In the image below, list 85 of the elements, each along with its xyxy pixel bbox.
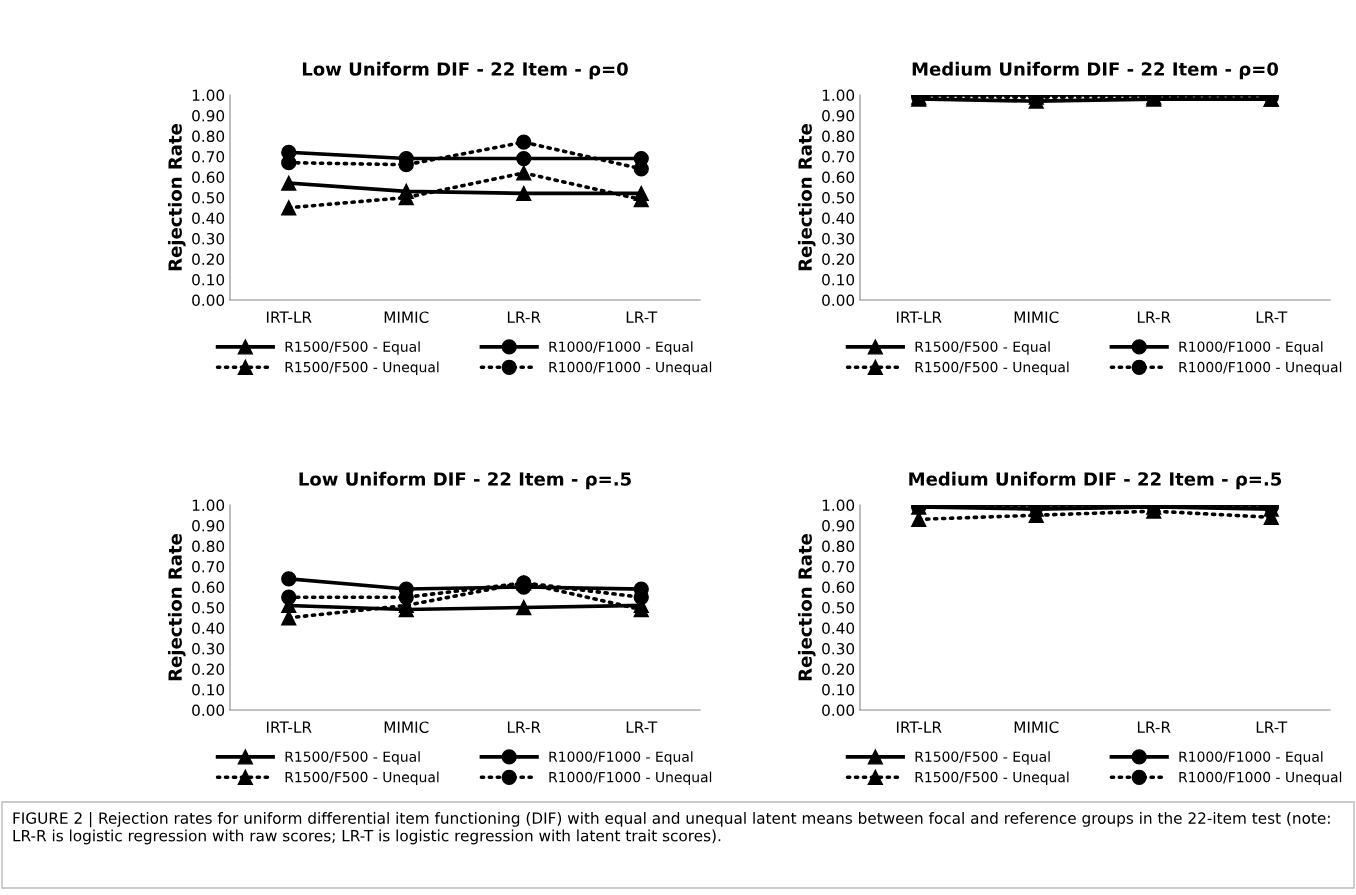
x-tick-label: LR-T <box>626 311 658 323</box>
y-axis-title: Rejection Rate <box>167 124 186 271</box>
y-tick-label: 0.60 <box>192 581 225 594</box>
legend-label: R1500/F500 - Equal <box>285 751 420 765</box>
y-tick-label: 0.10 <box>822 683 855 696</box>
y-tick-label: 1.00 <box>192 499 225 512</box>
y-tick-label: 0.80 <box>822 130 855 143</box>
y-tick-label: 0.30 <box>192 642 225 655</box>
y-tick-label: 1.00 <box>192 89 225 102</box>
y-tick-label: 0.70 <box>192 560 225 573</box>
y-tick-label: 0.20 <box>192 663 225 676</box>
y-tick-label: 0.30 <box>192 232 225 245</box>
y-tick-label: 0.70 <box>822 560 855 573</box>
legend-label: R1000/F1000 - Unequal <box>549 361 712 376</box>
x-tick-label: LR-T <box>1256 311 1288 323</box>
chart-title: Low Uniform DIF - 22 Item - ρ=.5 <box>299 471 631 490</box>
y-tick-label: 0.00 <box>822 704 855 717</box>
x-tick-label: LR-R <box>507 311 541 323</box>
y-tick-label: 0.00 <box>192 704 225 717</box>
y-tick-label: 0.30 <box>822 232 855 245</box>
y-tick-label: 0.70 <box>822 150 855 163</box>
chart-title: Medium Uniform DIF - 22 Item - ρ=.5 <box>909 471 1282 490</box>
legend-label: R1000/F1000 - Equal <box>549 341 693 355</box>
legend-label: R1500/F500 - Unequal <box>285 361 439 376</box>
x-tick-label: MIMIC <box>384 721 429 733</box>
x-tick-label: LR-T <box>1256 721 1288 733</box>
x-tick-label: MIMIC <box>1014 311 1059 323</box>
y-tick-label: 0.20 <box>192 253 225 266</box>
y-tick-label: 0.10 <box>822 273 855 286</box>
x-tick-label: LR-R <box>1137 721 1171 733</box>
y-tick-label: 0.00 <box>192 294 225 307</box>
y-tick-label: 0.40 <box>192 212 225 225</box>
y-tick-label: 0.50 <box>822 191 855 204</box>
y-tick-label: 0.40 <box>822 622 855 635</box>
y-tick-label: 0.80 <box>192 540 225 553</box>
y-tick-label: 0.20 <box>822 253 855 266</box>
y-tick-label: 0.90 <box>822 519 855 532</box>
legend-label: R1500/F500 - Equal <box>285 341 420 355</box>
y-tick-label: 0.90 <box>192 519 225 532</box>
y-tick-label: 0.40 <box>822 212 855 225</box>
caption: FIGURE 2 | Rejection rates for uniform differential item functioning (DIF) with equal and unequal latent means between focal and reference groups in the 22-item test (note: LR-R is logistic regression with raw scores; LR-T is logistic regression with latent trait scores). <box>13 812 1330 845</box>
y-tick-label: 0.70 <box>192 150 225 163</box>
y-tick-label: 0.10 <box>192 683 225 696</box>
y-tick-label: 0.30 <box>822 642 855 655</box>
x-tick-label: MIMIC <box>384 311 429 323</box>
legend-label: R1000/F1000 - Unequal <box>1179 361 1342 376</box>
y-tick-label: 0.50 <box>192 601 225 614</box>
y-tick-label: 0.20 <box>822 663 855 676</box>
x-tick-label: IRT-LR <box>896 311 942 323</box>
legend-label: R1500/F500 - Equal <box>915 341 1050 355</box>
y-tick-label: 0.50 <box>192 191 225 204</box>
legend-label: R1000/F1000 - Unequal <box>1179 771 1342 786</box>
y-axis-title: Rejection Rate <box>797 534 816 681</box>
legend-label: R1000/F1000 - Unequal <box>549 771 712 786</box>
y-tick-label: 0.60 <box>822 171 855 184</box>
legend-label: R1500/F500 - Unequal <box>915 361 1069 376</box>
legend-label: R1500/F500 - Equal <box>915 751 1050 765</box>
y-tick-label: 0.40 <box>192 622 225 635</box>
x-tick-label: IRT-LR <box>266 721 312 733</box>
x-tick-label: LR-R <box>507 721 541 733</box>
legend-label: R1000/F1000 - Equal <box>1179 751 1323 765</box>
y-tick-label: 0.10 <box>192 273 225 286</box>
chart-title: Low Uniform DIF - 22 Item - ρ=0 <box>302 61 628 80</box>
x-tick-label: LR-R <box>1137 311 1171 323</box>
y-tick-label: 1.00 <box>822 499 855 512</box>
y-axis-title: Rejection Rate <box>167 534 186 681</box>
y-tick-label: 0.00 <box>822 294 855 307</box>
y-tick-label: 0.90 <box>192 109 225 122</box>
y-axis-title: Rejection Rate <box>797 124 816 271</box>
y-tick-label: 0.80 <box>192 130 225 143</box>
legend-label: R1500/F500 - Unequal <box>915 771 1069 786</box>
chart-title: Medium Uniform DIF - 22 Item - ρ=0 <box>912 61 1279 80</box>
y-tick-label: 0.80 <box>822 540 855 553</box>
legend-label: R1000/F1000 - Equal <box>549 751 693 765</box>
y-tick-label: 0.60 <box>192 171 225 184</box>
x-tick-label: IRT-LR <box>266 311 312 323</box>
y-tick-label: 0.50 <box>822 601 855 614</box>
y-tick-label: 0.90 <box>822 109 855 122</box>
x-tick-label: MIMIC <box>1014 721 1059 733</box>
legend-label: R1000/F1000 - Equal <box>1179 341 1323 355</box>
y-tick-label: 1.00 <box>822 89 855 102</box>
x-tick-label: LR-T <box>626 721 658 733</box>
x-tick-label: IRT-LR <box>896 721 942 733</box>
y-tick-label: 0.60 <box>822 581 855 594</box>
legend-label: R1500/F500 - Unequal <box>285 771 439 786</box>
